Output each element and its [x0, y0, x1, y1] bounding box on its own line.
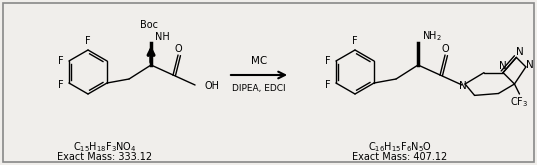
- Text: N: N: [459, 81, 467, 91]
- Text: F: F: [85, 36, 91, 46]
- Text: N: N: [517, 47, 524, 57]
- Text: MC: MC: [251, 56, 267, 66]
- Text: N: N: [499, 61, 507, 71]
- Text: NH: NH: [155, 32, 170, 42]
- Text: C$_{15}$H$_{18}$F$_{3}$NO$_{4}$: C$_{15}$H$_{18}$F$_{3}$NO$_{4}$: [73, 140, 137, 154]
- Text: F: F: [352, 36, 358, 46]
- Text: Exact Mass: 333.12: Exact Mass: 333.12: [57, 152, 153, 162]
- Text: F: F: [325, 56, 331, 66]
- Text: Exact Mass: 407.12: Exact Mass: 407.12: [352, 152, 448, 162]
- Text: CF$_3$: CF$_3$: [510, 95, 528, 109]
- Text: O: O: [174, 44, 182, 54]
- Text: F: F: [325, 80, 331, 90]
- Text: F: F: [58, 80, 64, 90]
- Text: O: O: [441, 44, 449, 54]
- Text: NH$_2$: NH$_2$: [422, 29, 442, 43]
- Text: F: F: [58, 56, 64, 66]
- Text: N: N: [526, 60, 534, 70]
- Text: DIPEA, EDCl: DIPEA, EDCl: [232, 84, 286, 94]
- Text: Boc: Boc: [140, 20, 158, 30]
- Text: C$_{16}$H$_{15}$F$_{6}$N$_{5}$O: C$_{16}$H$_{15}$F$_{6}$N$_{5}$O: [368, 140, 432, 154]
- Text: OH: OH: [204, 81, 219, 91]
